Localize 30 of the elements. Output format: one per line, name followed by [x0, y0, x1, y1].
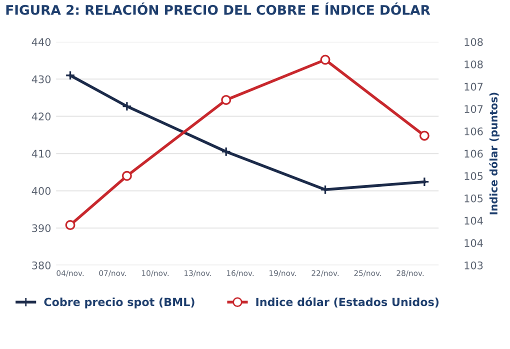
y-tick-label: 440 — [32, 38, 51, 46]
point — [221, 94, 232, 105]
y2-tick-label: 107 — [464, 105, 483, 113]
y2-tick-label: 106 — [464, 127, 483, 136]
y2-tick-label: 108 — [464, 38, 483, 46]
y-tick-label: 410 — [32, 150, 51, 158]
point — [65, 220, 76, 230]
point — [221, 146, 232, 157]
y-tick-label: 430 — [32, 75, 51, 84]
y-tick-label: 420 — [32, 112, 51, 120]
y2-tick-label: 105 — [464, 194, 483, 202]
legend-label: Cobre precio spot (BML) — [44, 298, 194, 308]
y2-tick-label: 104 — [464, 216, 483, 225]
y2-tick-label: 108 — [464, 60, 483, 68]
point — [122, 101, 132, 112]
point — [65, 70, 76, 80]
chart-title: FIGURA 2: RELACIÓN PRECIO DEL COBRE E ÍNDICE DÓLAR — [6, 2, 430, 15]
y2-tick-label: 105 — [464, 172, 483, 180]
y-tick-label: 390 — [32, 224, 51, 232]
y-tick-label: 380 — [32, 261, 51, 270]
y2-axis-title: Indice dólar (puntos) — [489, 92, 500, 214]
y2-tick-label: 106 — [464, 150, 483, 158]
legend-label: Indice dólar (Estados Unidos) — [256, 297, 439, 308]
point — [419, 130, 430, 141]
y2-tick-label: 104 — [464, 239, 483, 248]
point — [122, 170, 132, 181]
point — [320, 54, 330, 65]
y-tick-label: 400 — [32, 187, 51, 195]
y2-tick-label: 103 — [464, 261, 483, 270]
y2-tick-label: 107 — [464, 82, 483, 91]
